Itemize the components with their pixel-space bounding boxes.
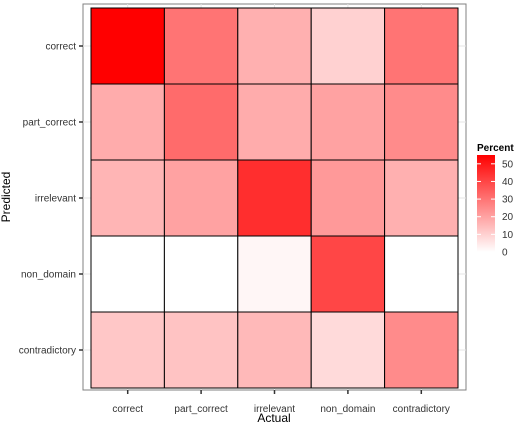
heatmap-cells [90, 7, 459, 389]
legend-colorbar [477, 155, 495, 252]
heatmap-cell-part_correct-contradictory [384, 83, 459, 161]
legend-ticks: 50 40 30 20 10 0 [477, 159, 514, 259]
heatmap-cell-irrelevant-non_domain [310, 159, 386, 237]
heatmap-cell-part_correct-correct [90, 83, 165, 161]
heatmap-cell-non_domain-correct [90, 235, 165, 313]
y-tick-label: correct [45, 42, 76, 53]
legend-label: 50 [502, 159, 514, 170]
heatmap-cell-correct-part_correct [163, 7, 239, 85]
y-axis: correct part_correct irrelevant non_domainc… [19, 42, 83, 357]
heatmap-cell-correct-contradictory [384, 7, 459, 85]
heatmap-cell-non_domain-contradictory [384, 235, 459, 313]
heatmap-cell-correct-non_domain [310, 7, 386, 85]
heatmap-cell-non_domain-part_correct [163, 235, 239, 313]
heatmap-cell-non_domain-irrelevant [237, 235, 312, 313]
heatmap-cell-part_correct-part_correct [163, 83, 239, 161]
heatmap-cell-part_correct-non_domain [310, 83, 386, 161]
legend-title: Percent [477, 143, 514, 154]
legend-label: 40 [502, 177, 514, 188]
heatmap-cell-irrelevant-part_correct [163, 159, 239, 237]
heatmap-cell-irrelevant-irrelevant [237, 159, 312, 237]
legend-label: 0 [502, 248, 508, 259]
y-tick-label: irrelevant [35, 194, 76, 205]
heatmap-cell-irrelevant-correct [90, 159, 165, 237]
x-tick-label: part_correct [174, 404, 228, 415]
legend-label: 30 [502, 195, 514, 206]
heatmap-cell-contradictory-contradictory [384, 311, 459, 389]
x-tick-label: correct [112, 404, 143, 415]
x-axis-title: Actual [257, 411, 290, 425]
legend-label: 20 [502, 212, 514, 223]
x-tick-label: contradictory [393, 404, 450, 415]
y-tick-label: non_domain [21, 270, 76, 281]
x-axis: correct part_correct irrelevant non_domain c… [112, 390, 450, 415]
x-tick-label: non_domain [320, 404, 375, 415]
y-tick-label: part_correct [23, 118, 77, 129]
heatmap-cell-part_correct-irrelevant [237, 83, 312, 161]
legend: Percent 50 40 30 20 10 0 [477, 143, 514, 259]
y-axis-title: Predicted [0, 172, 13, 223]
heatmap-cell-contradictory-part_correct [163, 311, 239, 389]
heatmap-cell-correct-correct [90, 7, 165, 85]
heatmap-cell-irrelevant-contradictory [384, 159, 459, 237]
x-tick-label: irrelevant [254, 404, 295, 415]
y-tick-label: contradictory [19, 346, 76, 357]
heatmap-cell-non_domain-non_domain [310, 235, 386, 313]
heatmap-cell-contradictory-correct [90, 311, 165, 389]
legend-label: 10 [502, 230, 514, 241]
heatmap-cell-correct-irrelevant [237, 7, 312, 85]
heatmap-cell-contradictory-non_domain [310, 311, 386, 389]
heatmap-cell-contradictory-irrelevant [237, 311, 312, 389]
